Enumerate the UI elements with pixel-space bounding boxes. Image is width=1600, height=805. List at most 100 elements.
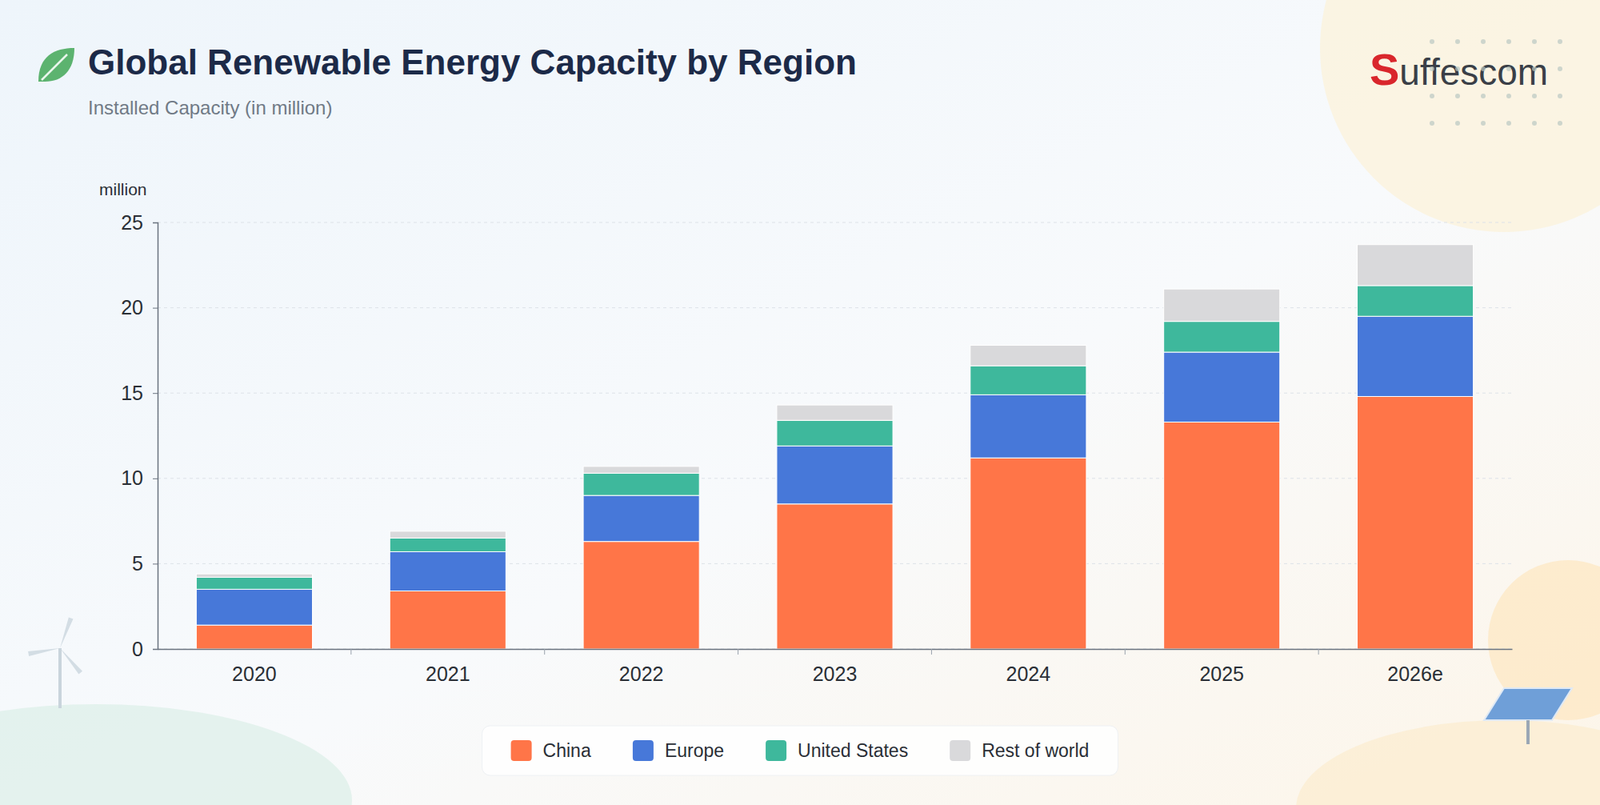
leaf-vein [41, 54, 68, 80]
x-tick-label: 2022 [619, 662, 664, 685]
category-divider [544, 648, 545, 655]
y-tick-mark [152, 392, 158, 394]
legend: ChinaEuropeUnited StatesRest of world [482, 725, 1119, 776]
category-divider [737, 648, 739, 655]
y-tick: 20 [120, 296, 158, 319]
bar [970, 345, 1087, 367]
y-tick-mark [152, 308, 158, 309]
x-axis-line [158, 648, 1513, 651]
decor-dot [1429, 66, 1435, 72]
x-tick: 2026e [1387, 662, 1444, 685]
grid [157, 222, 1512, 649]
turbine-blade [28, 645, 60, 656]
bar [1164, 421, 1280, 649]
x-tick: 2023 [812, 662, 858, 685]
legend-items: ChinaEuropeUnited StatesRest of world [511, 740, 1090, 761]
subtitle: Installed Capacity (in million) [88, 96, 332, 119]
turbine-blade [58, 646, 83, 674]
decor-dot [1455, 39, 1460, 44]
decor-hill [1296, 720, 1600, 805]
decor-dot [1532, 39, 1537, 44]
decor-solar [1484, 688, 1572, 744]
x-tick: 2020 [232, 662, 277, 685]
series-group [196, 244, 1473, 578]
x-tick: 2025 [1199, 662, 1244, 685]
decor-dot [1480, 120, 1486, 126]
x-axis: 2020 2021 2022 2023 2024 2025 2026e [158, 648, 1513, 685]
x-tick-label: 2026e [1387, 662, 1444, 685]
legend-label: United States [797, 740, 908, 761]
legend-swatch [632, 740, 654, 761]
bar [196, 624, 312, 649]
decor-dot [1532, 120, 1537, 126]
turbine-pole [58, 648, 62, 708]
y-tick: 0 [132, 637, 158, 660]
bar [389, 531, 506, 539]
decor-dot [1557, 66, 1563, 72]
title-icon [38, 48, 75, 82]
series-group [196, 396, 1473, 649]
y-tick-label: 20 [120, 296, 144, 319]
bar [970, 365, 1087, 395]
decor-dot [1506, 39, 1512, 44]
brand: Suffescom [1369, 44, 1548, 95]
y-tick-label: 15 [120, 381, 144, 404]
grid-line [157, 222, 1512, 224]
bar [196, 588, 312, 625]
decor-dot [1506, 93, 1512, 99]
grid-line [157, 392, 1512, 394]
leaf [38, 48, 75, 82]
series-group [196, 316, 1473, 625]
bar [583, 466, 700, 474]
y-tick-mark [152, 478, 158, 480]
grid-line [157, 307, 1512, 308]
legend-item: China [511, 740, 592, 761]
x-tick-label: 2024 [1006, 662, 1052, 685]
decor-dot [1480, 66, 1486, 72]
bar [196, 576, 312, 589]
y-axis: 0510152025 [120, 211, 158, 660]
x-tick-label: 2025 [1199, 662, 1244, 685]
solar-stand [1526, 720, 1530, 744]
bar [583, 472, 700, 496]
bar [1357, 396, 1474, 649]
decor-dot [1557, 120, 1563, 126]
bar [1357, 285, 1474, 316]
bar [583, 541, 700, 649]
decor-dot [1532, 93, 1537, 99]
x-tick: 2024 [1006, 662, 1052, 685]
category-divider [931, 648, 932, 655]
y-tick: 15 [120, 381, 158, 404]
y-axis-title: million [99, 180, 148, 199]
series-group [196, 285, 1473, 589]
category-divider [1124, 648, 1126, 655]
decor-circle [1320, 0, 1600, 232]
decor-dot [1480, 93, 1486, 99]
bar [1164, 288, 1280, 322]
x-tick-label: 2020 [232, 662, 277, 685]
decor-dot [1455, 120, 1460, 126]
x-tick: 2022 [619, 662, 664, 685]
bar [1164, 321, 1280, 352]
bar [1357, 244, 1474, 286]
bar [389, 551, 506, 591]
y-axis-line [152, 223, 159, 650]
bar [1164, 352, 1280, 422]
bar [970, 457, 1087, 649]
decor-dot [1506, 66, 1512, 72]
y-tick-mark [152, 648, 158, 650]
bars [196, 244, 1473, 649]
x-tick: 2021 [425, 662, 471, 685]
bar [776, 445, 893, 504]
legend-item: Rest of world [949, 740, 1089, 761]
decor-dot [1557, 39, 1563, 44]
solar-panel [1484, 688, 1572, 720]
decor-dot [1429, 39, 1435, 44]
bar [389, 591, 506, 649]
bar [1357, 316, 1474, 396]
legend-item: United States [765, 740, 908, 761]
legend-label: Rest of world [981, 740, 1089, 761]
decor-dot [1480, 39, 1486, 44]
y-tick-label: 10 [120, 466, 144, 489]
decor-dot [1506, 120, 1512, 126]
